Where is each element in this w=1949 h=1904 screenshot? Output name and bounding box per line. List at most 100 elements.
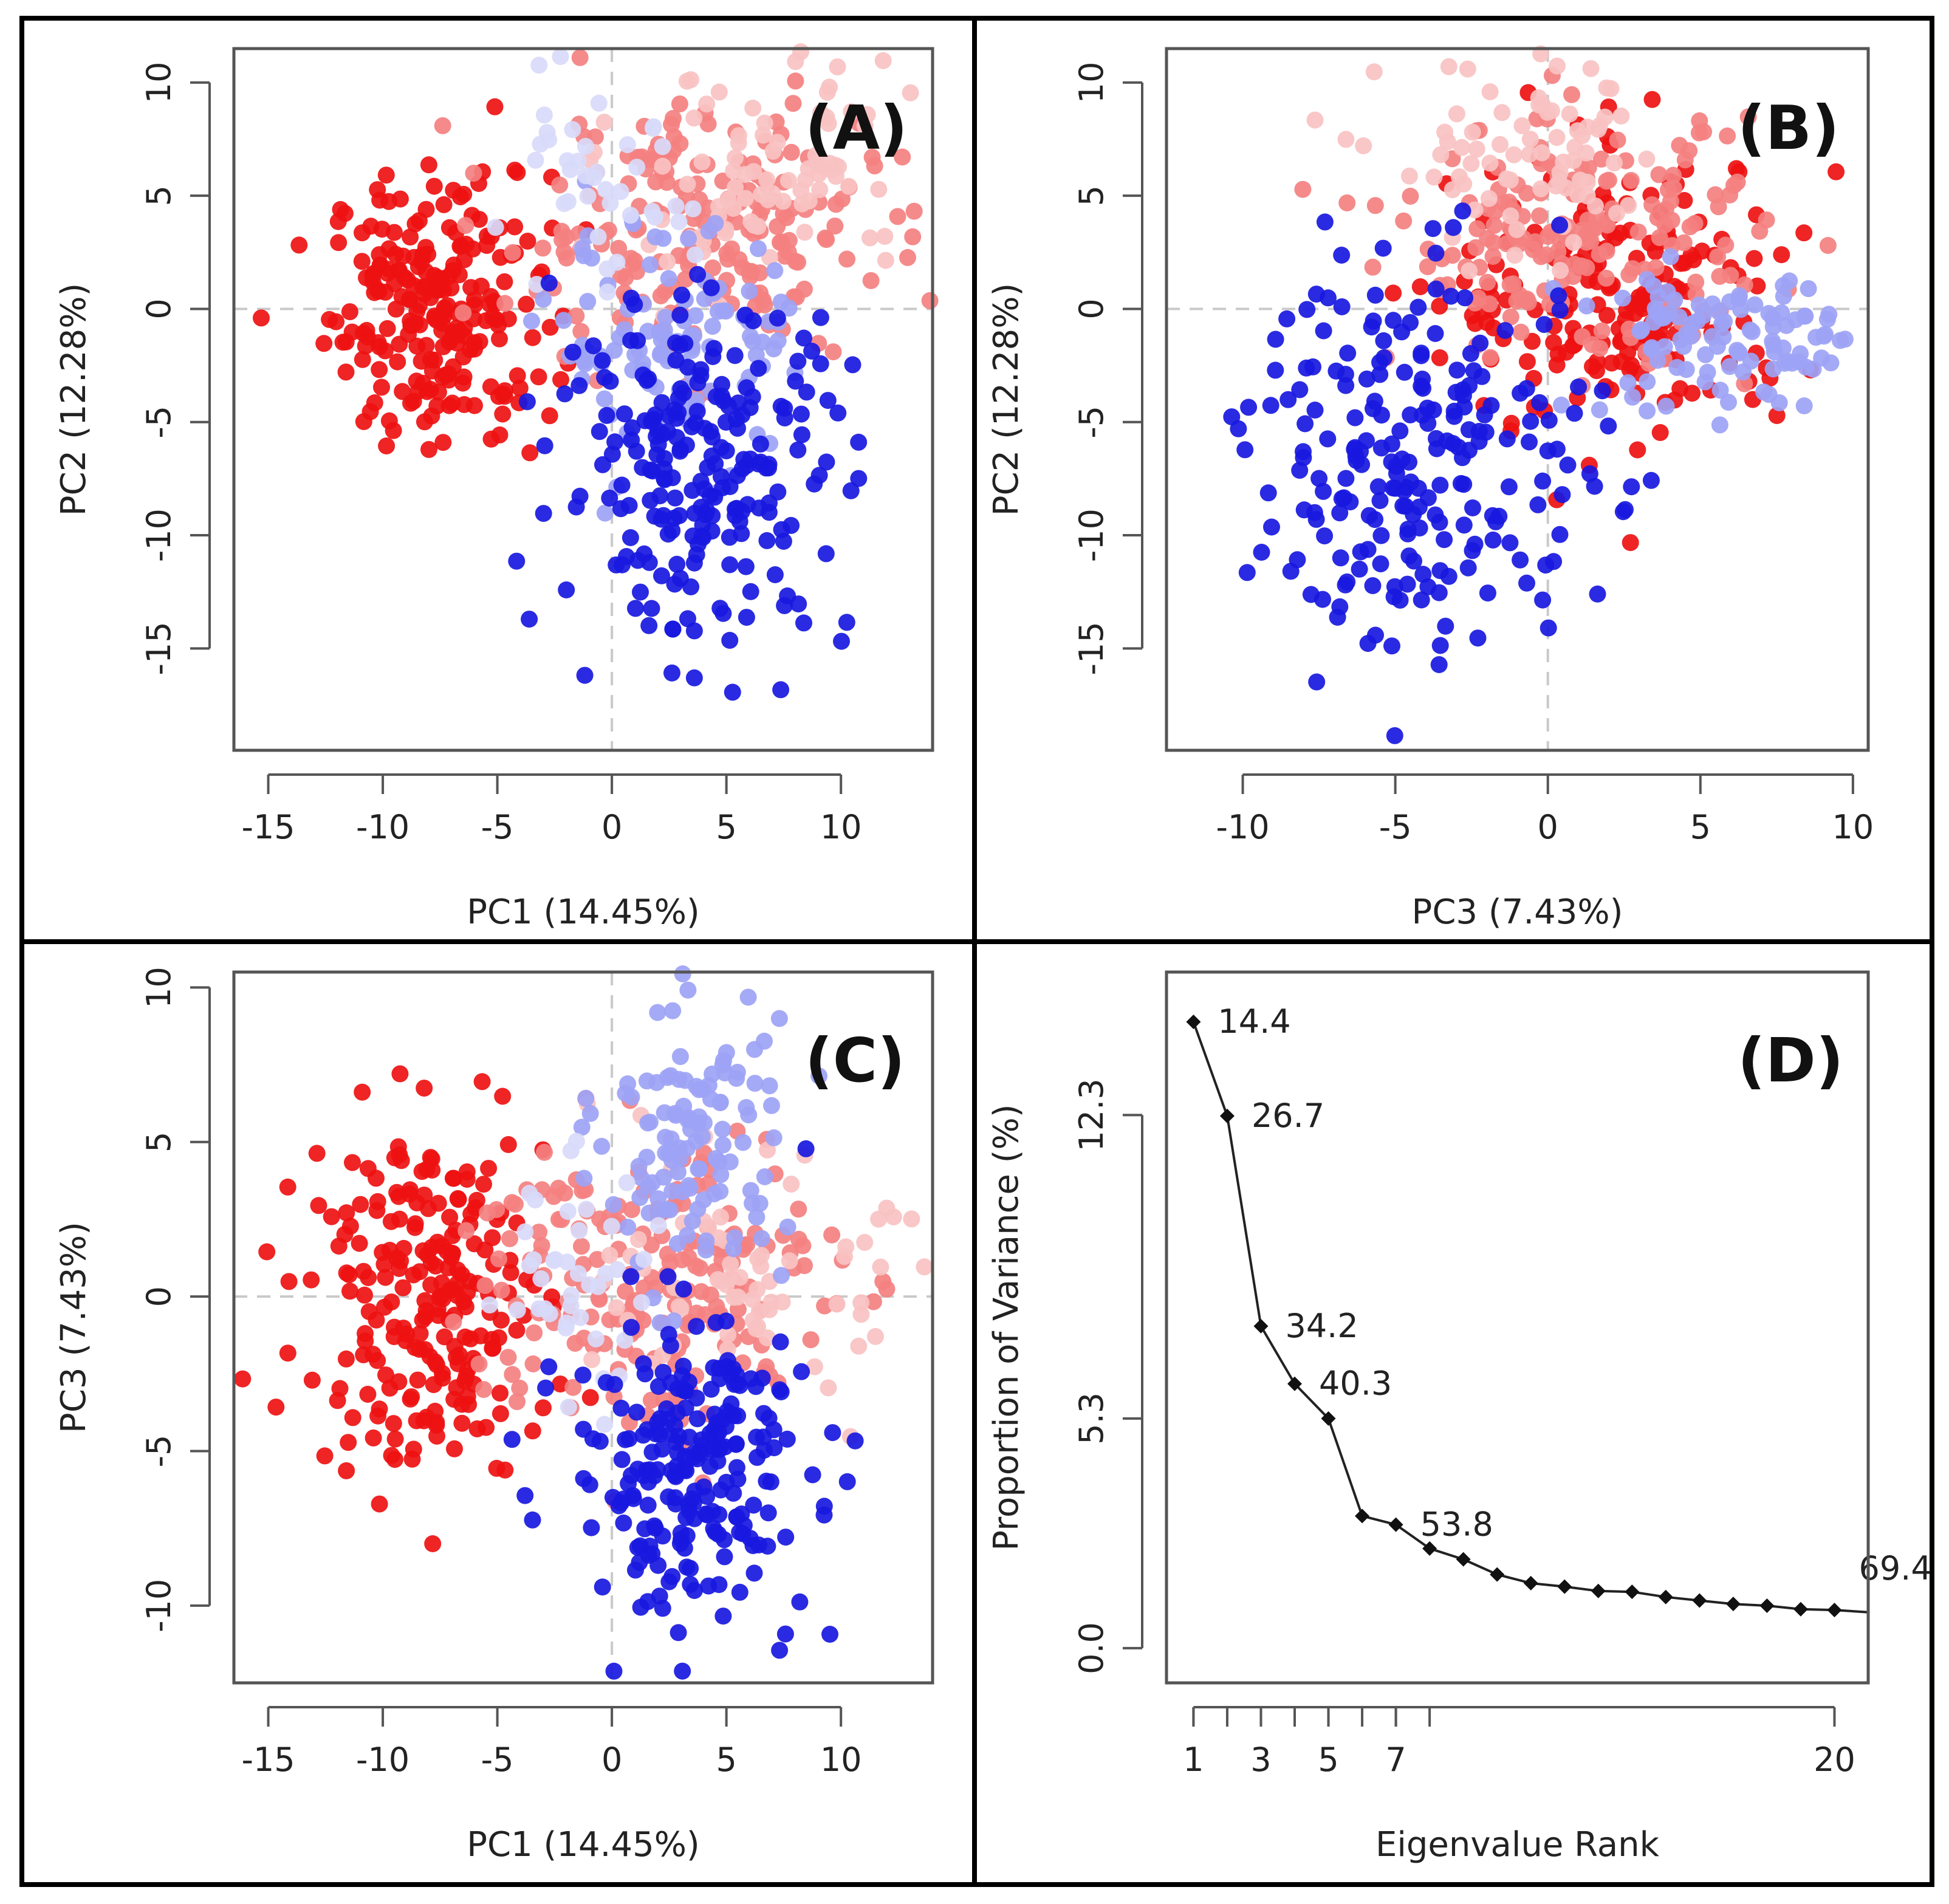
- data-point: [405, 1266, 422, 1284]
- data-point: [775, 193, 792, 210]
- data-point: [1397, 498, 1414, 515]
- data-point: [1337, 470, 1355, 487]
- data-point: [752, 453, 769, 471]
- data-point: [419, 383, 436, 400]
- data-point: [521, 611, 538, 628]
- data-point: [392, 1152, 410, 1169]
- data-point: [736, 190, 754, 207]
- data-point: [499, 310, 517, 327]
- data-point: [682, 1560, 699, 1577]
- data-point: [437, 366, 454, 384]
- data-point: [573, 1238, 590, 1255]
- data-point: [904, 228, 922, 245]
- data-point: [1813, 349, 1831, 367]
- data-point: [1578, 225, 1595, 243]
- data-point: [1643, 91, 1661, 108]
- data-point: [340, 1434, 357, 1451]
- data-point: [574, 1366, 592, 1384]
- data-point: [234, 1370, 252, 1388]
- data-point: [1506, 247, 1524, 264]
- y-tick-label: -10: [1072, 509, 1111, 562]
- data-point: [422, 1149, 439, 1166]
- data-point: [750, 240, 767, 258]
- data-point: [672, 380, 690, 397]
- y-tick-label: 0: [140, 298, 178, 319]
- data-point: [711, 1183, 729, 1200]
- data-point: [802, 1331, 820, 1349]
- data-point: [337, 363, 355, 381]
- data-point: [667, 197, 685, 215]
- data-point: [572, 1309, 589, 1326]
- data-point: [850, 1337, 868, 1355]
- data-point: [434, 281, 452, 299]
- data-point: [1464, 499, 1481, 516]
- data-point: [716, 1531, 733, 1549]
- data-point: [630, 1157, 648, 1175]
- data-point: [1295, 449, 1312, 467]
- data-point: [433, 321, 451, 339]
- data-point: [1482, 397, 1500, 414]
- data-point: [674, 1382, 692, 1399]
- data-point: [508, 1321, 526, 1339]
- data-point: [787, 53, 804, 70]
- data-point: [1386, 727, 1403, 744]
- data-point: [1650, 166, 1668, 183]
- data-point: [1551, 301, 1569, 319]
- data-point: [1543, 102, 1560, 120]
- scree-point: [1827, 1603, 1842, 1618]
- data-point: [685, 109, 703, 127]
- data-point: [1629, 441, 1646, 459]
- data-point: [1651, 229, 1668, 247]
- data-point: [905, 202, 923, 220]
- data-point: [819, 392, 837, 409]
- panel-frame-3: [972, 939, 1934, 1887]
- data-point: [727, 507, 744, 524]
- data-point: [733, 525, 750, 543]
- data-point: [745, 1564, 763, 1582]
- data-point: [764, 142, 782, 160]
- data-point: [1386, 578, 1403, 595]
- data-point: [606, 1375, 623, 1393]
- data-point: [1623, 478, 1640, 496]
- data-point: [744, 1537, 762, 1555]
- data-point: [766, 262, 784, 279]
- data-point: [844, 356, 861, 374]
- data-point: [518, 295, 535, 313]
- data-point: [623, 1201, 640, 1219]
- data-point: [784, 95, 802, 112]
- data-point: [391, 335, 408, 353]
- data-point: [558, 581, 575, 598]
- data-point: [492, 1405, 509, 1422]
- data-point: [679, 1227, 696, 1244]
- data-point: [1695, 123, 1713, 140]
- data-point: [457, 1298, 474, 1316]
- data-point: [410, 212, 428, 230]
- data-point: [536, 437, 553, 454]
- data-point: [1665, 166, 1682, 184]
- data-point: [688, 1410, 706, 1428]
- data-point: [783, 1176, 800, 1193]
- data-point: [622, 207, 639, 224]
- x-tick-label: 5: [1318, 1741, 1338, 1779]
- data-point: [594, 1578, 611, 1596]
- data-point: [354, 224, 371, 242]
- data-point: [744, 100, 762, 117]
- data-point: [846, 1432, 864, 1450]
- data-point: [683, 1213, 701, 1230]
- data-point: [1751, 222, 1769, 240]
- data-point: [663, 116, 680, 133]
- data-point: [761, 248, 778, 266]
- data-point: [659, 253, 676, 270]
- data-point: [473, 1073, 491, 1091]
- data-point: [744, 388, 761, 406]
- data-point: [1440, 58, 1457, 75]
- data-point: [899, 248, 916, 266]
- cumulative-label: 53.8: [1420, 1505, 1493, 1544]
- data-point: [638, 1462, 656, 1479]
- data-point: [700, 1077, 718, 1094]
- data-point: [742, 213, 760, 231]
- data-point: [598, 406, 615, 424]
- data-point: [1766, 343, 1783, 361]
- data-point: [373, 221, 391, 238]
- data-point: [1564, 268, 1582, 286]
